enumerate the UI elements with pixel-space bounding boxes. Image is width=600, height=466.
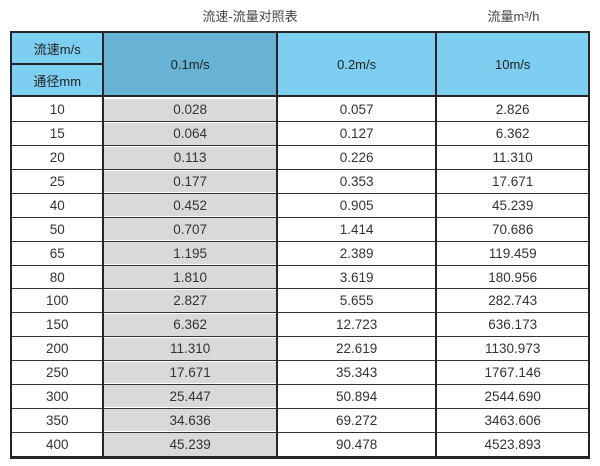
flow-value-cell-0.1mps: 1.810 (102, 264, 277, 289)
flow-value-cell-0.1mps: 45.239 (102, 431, 277, 458)
flow-value-cell-0.2mps: 90.478 (275, 431, 437, 458)
diameter-cell: 20 (9, 145, 104, 170)
flow-value-cell-0.1mps: 25.447 (102, 383, 277, 409)
flow-value-cell-10mps: 1767.146 (435, 360, 589, 385)
flow-rate-table: 流速m/s 0.1m/s 0.2m/s 10m/s 通径mm 10 0.028 0.… (9, 31, 590, 459)
diameter-cell: 100 (9, 288, 104, 313)
flow-value-cell-0.2mps: 3.619 (275, 264, 437, 289)
flow-value-cell-0.2mps: 1.414 (275, 216, 437, 242)
flow-value-cell-10mps: 11.310 (435, 145, 589, 170)
table-row: 25 0.177 0.353 17.671 (9, 169, 589, 194)
diameter-cell: 400 (9, 431, 104, 458)
flow-value-cell-0.2mps: 2.389 (275, 240, 437, 266)
flow-value-cell-10mps: 45.239 (435, 192, 589, 218)
flow-value-cell-0.1mps: 0.064 (102, 121, 277, 146)
diameter-cell: 65 (9, 240, 104, 266)
table-body: 10 0.028 0.057 2.826 15 0.064 0.127 6.362 20 0.11… (9, 96, 589, 458)
table-row: 80 1.810 3.619 180.956 (9, 264, 589, 289)
flow-value-cell-10mps: 6.362 (435, 121, 589, 146)
diameter-cell: 300 (9, 383, 104, 409)
diameter-cell: 10 (9, 96, 104, 122)
flow-value-cell-0.1mps: 2.827 (102, 288, 277, 313)
corner-cell-diameter: 通径mm (9, 63, 104, 97)
flow-value-cell-10mps: 1130.973 (435, 336, 589, 361)
diameter-cell: 350 (9, 407, 104, 433)
table-row: 200 11.310 22.619 1130.973 (9, 336, 589, 361)
flow-value-cell-10mps: 2544.690 (435, 383, 589, 409)
table-row: 15 0.064 0.127 6.362 (9, 121, 589, 146)
table-row: 350 34.636 69.272 3463.606 (9, 407, 589, 433)
table-row: 65 1.195 2.389 119.459 (9, 240, 589, 266)
flow-value-cell-0.2mps: 0.127 (275, 121, 437, 146)
table-header: 流速m/s 0.1m/s 0.2m/s 10m/s 通径mm (9, 32, 589, 97)
flow-value-cell-10mps: 2.826 (435, 96, 589, 122)
diameter-cell: 80 (9, 264, 104, 289)
table-row: 300 25.447 50.894 2544.690 (9, 383, 589, 409)
flow-value-cell-10mps: 70.686 (435, 216, 589, 242)
flow-value-cell-0.2mps: 5.655 (275, 288, 437, 313)
flow-value-cell-10mps: 282.743 (435, 288, 589, 313)
flow-value-cell-0.1mps: 0.028 (102, 96, 277, 122)
table-row: 250 17.671 35.343 1767.146 (9, 360, 589, 385)
header-row-velocity: 流速m/s 0.1m/s 0.2m/s 10m/s (9, 32, 589, 97)
table-row: 20 0.113 0.226 11.310 (9, 145, 589, 170)
flow-value-cell-0.2mps: 12.723 (275, 312, 437, 337)
table-row: 40 0.452 0.905 45.239 (9, 192, 589, 218)
diameter-cell: 200 (9, 336, 104, 361)
flow-value-cell-10mps: 4523.893 (435, 431, 589, 458)
flow-value-cell-0.1mps: 0.113 (102, 145, 277, 170)
diameter-cell: 50 (9, 216, 104, 242)
flow-value-cell-0.1mps: 11.310 (102, 336, 277, 361)
flow-value-cell-0.2mps: 0.353 (275, 169, 437, 194)
col-header-10mps: 10m/s (435, 32, 589, 97)
col-header-0.2mps: 0.2m/s (275, 32, 437, 97)
diameter-cell: 15 (9, 121, 104, 146)
flow-value-cell-0.2mps: 0.905 (275, 192, 437, 218)
flow-value-cell-0.1mps: 6.362 (102, 312, 277, 337)
flow-value-cell-10mps: 17.671 (435, 169, 589, 194)
flow-value-cell-0.1mps: 17.671 (102, 360, 277, 385)
flow-value-cell-0.2mps: 22.619 (275, 336, 437, 361)
flow-value-cell-0.1mps: 1.195 (102, 240, 277, 266)
table-row: 400 45.239 90.478 4523.893 (9, 431, 589, 458)
diameter-cell: 250 (9, 360, 104, 385)
diameter-cell: 40 (9, 192, 104, 218)
corner-cell-velocity: 流速m/s (9, 32, 104, 65)
table-row: 150 6.362 12.723 636.173 (9, 312, 589, 337)
flow-value-cell-10mps: 119.459 (435, 240, 589, 266)
table-row: 50 0.707 1.414 70.686 (9, 216, 589, 242)
flow-value-cell-0.2mps: 69.272 (275, 407, 437, 433)
flow-value-cell-0.2mps: 50.894 (275, 383, 437, 409)
flow-value-cell-10mps: 636.173 (435, 312, 589, 337)
flow-value-cell-0.2mps: 0.226 (275, 145, 437, 170)
flow-unit-label: 流量m³/h (487, 9, 540, 24)
diameter-cell: 25 (9, 169, 104, 194)
flow-value-cell-0.1mps: 0.177 (102, 169, 277, 194)
flow-value-cell-0.1mps: 0.452 (102, 192, 277, 218)
diameter-cell: 150 (9, 312, 104, 337)
header-row-diameter: 通径mm (9, 63, 589, 97)
table-row: 100 2.827 5.655 282.743 (9, 288, 589, 313)
flow-value-cell-0.1mps: 34.636 (102, 407, 277, 433)
table-row: 10 0.028 0.057 2.826 (9, 96, 589, 122)
flow-value-cell-0.2mps: 0.057 (275, 96, 437, 122)
flow-value-cell-10mps: 180.956 (435, 264, 589, 289)
col-header-0.1mps: 0.1m/s (102, 32, 277, 97)
flow-value-cell-10mps: 3463.606 (435, 407, 589, 433)
table-title: 流速-流量对照表 (202, 9, 298, 24)
flow-value-cell-0.2mps: 35.343 (275, 360, 437, 385)
flow-value-cell-0.1mps: 0.707 (102, 216, 277, 242)
